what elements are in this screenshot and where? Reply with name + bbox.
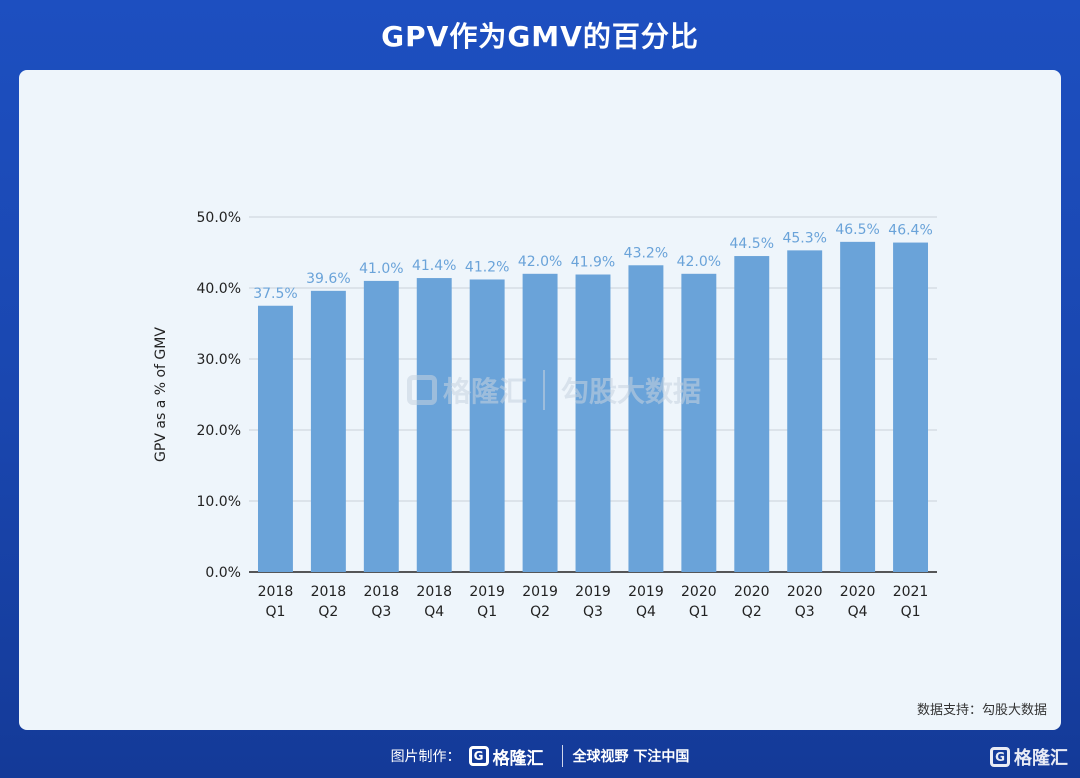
x-tick-label-quarter: Q2 xyxy=(318,604,338,620)
bar xyxy=(681,273,717,572)
data-label: 46.4% xyxy=(888,223,932,239)
footer: 图片制作： G 格隆汇 全球视野 下注中国 xyxy=(0,734,1080,778)
x-tick-label-year: 2018 xyxy=(311,584,347,600)
footer-made-by: 图片制作： xyxy=(390,749,461,765)
x-tick-label-quarter: Q4 xyxy=(848,604,868,620)
x-tick-label-quarter: Q3 xyxy=(583,604,603,620)
data-label: 42.0% xyxy=(518,254,562,270)
data-label: 44.5% xyxy=(730,236,774,252)
y-tick-label: 50.0% xyxy=(197,210,241,226)
chart-card: 0.0% 10.0% 20.0% 30.0% 40.0% 50.0% GPV as a % … xyxy=(19,70,1061,730)
x-tick-label-year: 2018 xyxy=(258,584,294,600)
x-tick-label-year: 2020 xyxy=(734,584,770,600)
x-tick-label-quarter: Q1 xyxy=(477,604,497,620)
footer-divider xyxy=(561,745,563,767)
bar xyxy=(363,280,399,572)
data-label: 37.5% xyxy=(253,286,297,302)
y-tick-label: 40.0% xyxy=(197,281,241,297)
y-axis-label: GPV as a % of GMV xyxy=(153,327,169,462)
x-tick-label-quarter: Q2 xyxy=(742,604,762,620)
bar xyxy=(893,242,929,572)
bar xyxy=(628,265,664,572)
brand-g-icon: G xyxy=(468,746,489,766)
x-tick-label-year: 2019 xyxy=(575,584,611,600)
data-label: 41.4% xyxy=(412,258,456,274)
footer-brand-logo: G 格隆汇 xyxy=(468,744,544,769)
data-label: 41.0% xyxy=(359,261,403,277)
bar xyxy=(575,274,611,572)
x-tick-label-year: 2020 xyxy=(840,584,876,600)
data-label: 42.0% xyxy=(677,254,721,270)
corner-logo: G 格隆汇 xyxy=(990,744,1068,770)
x-tick-label-quarter: Q3 xyxy=(795,604,815,620)
page-title: GPV作为GMV的百分比 xyxy=(381,20,699,53)
data-label: 45.3% xyxy=(782,230,826,246)
x-tick-label-year: 2020 xyxy=(681,584,717,600)
bar xyxy=(734,256,770,572)
footer-slogan: 全球视野 下注中国 xyxy=(572,749,690,765)
x-tick-label-year: 2019 xyxy=(469,584,505,600)
x-tick-label-quarter: Q3 xyxy=(371,604,391,620)
data-label: 43.2% xyxy=(624,245,668,261)
bar xyxy=(257,305,293,572)
x-tick-label-year: 2018 xyxy=(416,584,452,600)
x-tick-label-quarter: Q1 xyxy=(265,604,285,620)
footer-brand: 格隆汇 xyxy=(492,748,544,769)
y-tick-label: 30.0% xyxy=(197,352,241,368)
bar xyxy=(522,273,558,572)
x-tick-label-quarter: Q1 xyxy=(901,604,921,620)
y-tick-label: 0.0% xyxy=(205,565,241,581)
bar xyxy=(787,250,823,572)
bar xyxy=(416,278,452,572)
x-tick-label-quarter: Q4 xyxy=(424,604,444,620)
x-tick-label-quarter: Q4 xyxy=(636,604,656,620)
bar xyxy=(310,290,346,572)
x-tick-label-year: 2018 xyxy=(363,584,399,600)
bar xyxy=(840,241,876,572)
x-tick-label-quarter: Q1 xyxy=(689,604,709,620)
x-tick-label-quarter: Q2 xyxy=(530,604,550,620)
x-tick-label-year: 2019 xyxy=(522,584,558,600)
data-label: 41.2% xyxy=(465,259,509,275)
bar xyxy=(469,279,505,572)
data-label: 39.6% xyxy=(306,271,350,287)
y-tick-label: 10.0% xyxy=(197,494,241,510)
data-source: 数据支持：勾股大数据 xyxy=(916,703,1047,718)
corner-logo-text: 格隆汇 xyxy=(1014,748,1068,769)
data-label: 46.5% xyxy=(835,222,879,238)
x-tick-label-year: 2021 xyxy=(893,584,929,600)
x-tick-label-year: 2020 xyxy=(787,584,823,600)
corner-g-icon: G xyxy=(990,747,1010,767)
y-tick-label: 20.0% xyxy=(197,423,241,439)
bar-chart: 0.0% 10.0% 20.0% 30.0% 40.0% 50.0% GPV as a % … xyxy=(153,210,937,620)
x-tick-label-year: 2019 xyxy=(628,584,664,600)
data-label: 41.9% xyxy=(571,255,615,271)
